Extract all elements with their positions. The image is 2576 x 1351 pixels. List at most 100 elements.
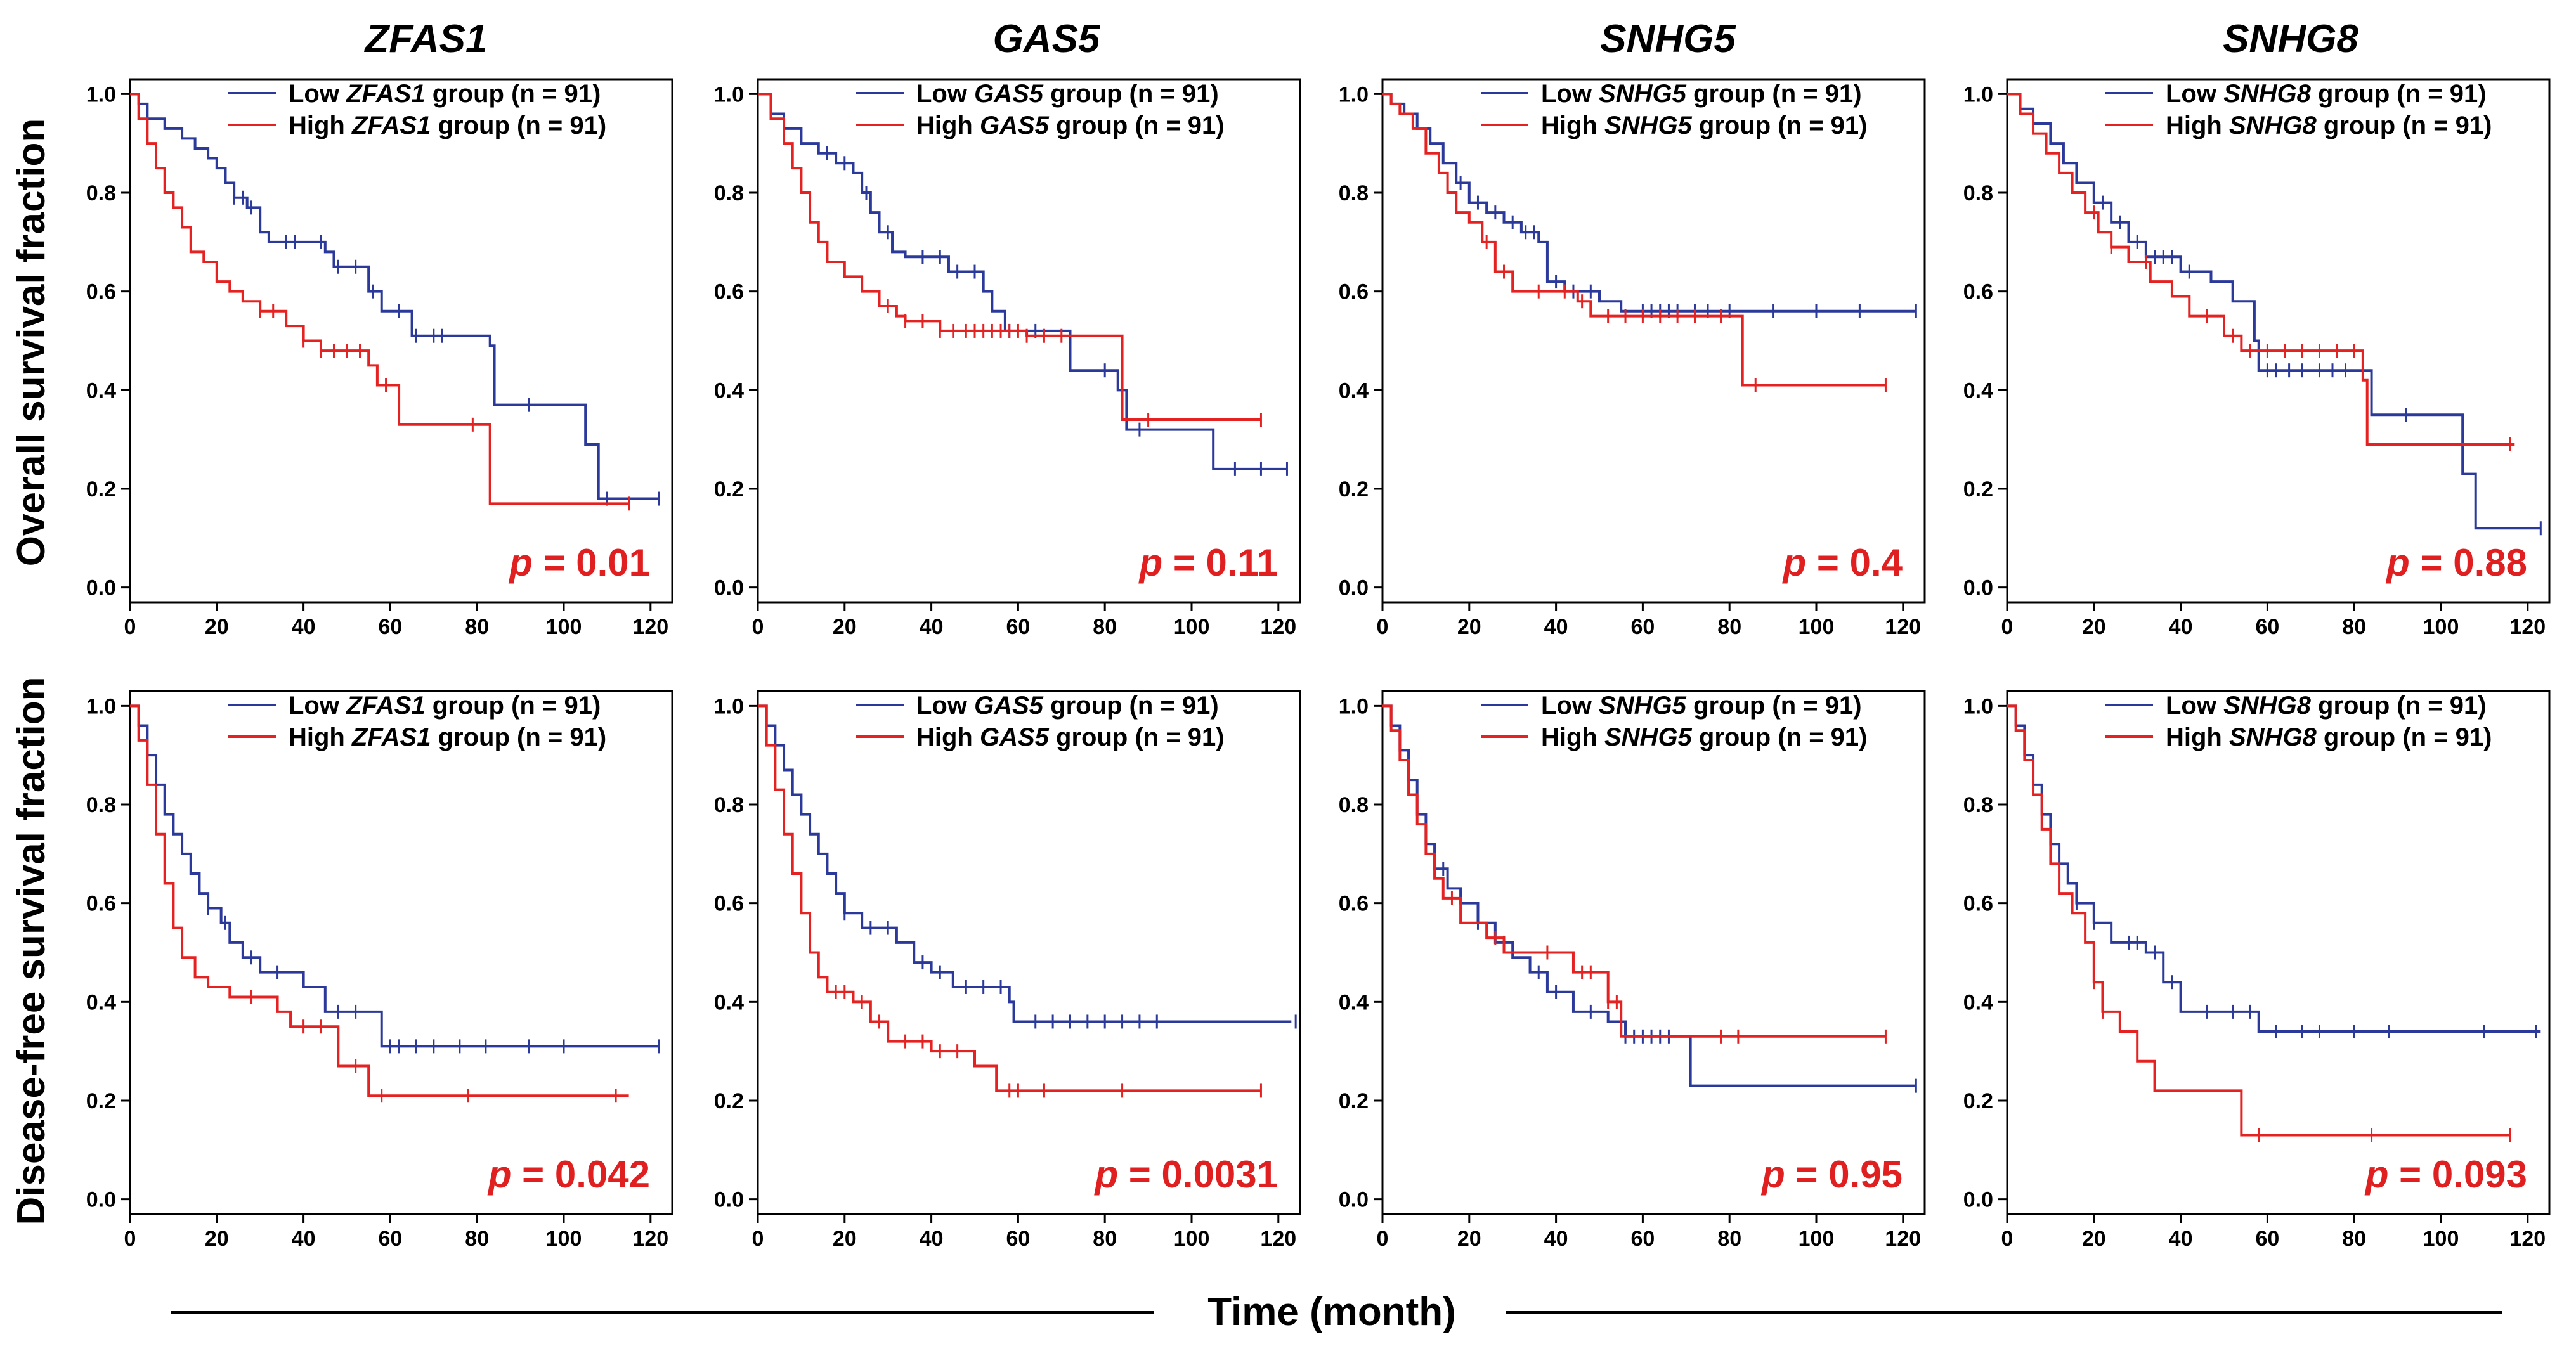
x-tick-label: 100 [546,1227,582,1251]
panel-snhg8-disease-free: 0.0 0.2 0.4 0.6 0.8 1.0 0 20 40 60 80 100 120 Low SNH… [1963,690,2551,1251]
y-tick-label: 0.2 [1339,477,1369,501]
legend-gene-name: ZFAS1 [346,80,425,108]
panel-snhg5-disease-free: 0.0 0.2 0.4 0.6 0.8 1.0 0 20 40 60 80 100 120 Low SNH… [1339,690,1926,1251]
panel-gas5-disease-free: 0.0 0.2 0.4 0.6 0.8 1.0 0 20 40 60 80 100 120 Low GAS… [714,690,1301,1251]
legend-gene-name: ZFAS1 [346,692,425,720]
x-tick-label: 20 [205,1227,229,1251]
p-value-label: p = 0.11 [1138,541,1278,584]
legend-text-low: Low SNHG8 group (n = 91) [2166,80,2487,108]
y-tick-label: 0.6 [714,280,744,304]
x-tick-label: 40 [920,1227,944,1251]
x-tick-label: 20 [2082,1227,2106,1251]
x-axis-title: Time (month) [1207,1290,1456,1334]
km-curve-high [2007,704,2511,1137]
km-curve-low [130,704,660,1048]
x-tick-label: 0 [124,615,136,639]
x-tick-label: 80 [1717,1227,1741,1251]
gene-title-zfas1: ZFAS1 [364,17,488,61]
y-tick-label: 0.6 [86,280,116,304]
gene-title-snhg5: SNHG5 [1600,17,1736,61]
km-curve-low [2007,704,2541,1033]
legend-text-high: High GAS5 group (n = 91) [916,112,1225,139]
x-tick-label: 0 [1377,615,1389,639]
x-tick-label: 60 [2255,615,2279,639]
gene-title-gas5: GAS5 [993,17,1101,61]
y-tick-label: 0.0 [1963,1188,1993,1212]
x-tick-label: 80 [2342,1227,2366,1251]
plot-frame [2006,690,2551,1215]
legend-text-high: High GAS5 group (n = 91) [916,723,1225,751]
plot-frame [129,78,673,604]
legend-group-count: group (n = 91) [1692,723,1868,751]
y-tick-label: 1.0 [1963,82,1993,107]
km-curve-low [1382,704,1916,1087]
y-tick-label: 0.8 [1963,181,1993,205]
y-tick-label: 0.4 [1963,990,1993,1014]
legend-group-word: High [2166,723,2229,751]
y-tick-label: 0.2 [1963,477,1993,501]
x-tick-label: 80 [1717,615,1741,639]
y-tick-label: 0.0 [1339,1188,1369,1212]
p-value-number: = 0.4 [1817,541,1903,584]
y-tick-label: 1.0 [714,82,744,107]
x-tick-label: 20 [833,1227,857,1251]
x-axis-title-group: Time (month) [171,1290,2502,1334]
x-tick-label: 60 [1006,1227,1030,1251]
y-tick-label: 0.8 [714,181,744,205]
y-tick-label: 0.8 [1339,793,1369,817]
legend-text-high: High SNHG5 group (n = 91) [1541,112,1867,139]
legend-text-low: Low ZFAS1 group (n = 91) [289,692,601,720]
legend-group-count: group (n = 91) [426,80,601,108]
legend-group-word: Low [1541,692,1599,720]
x-tick-label: 120 [1885,1227,1921,1251]
legend-text-high: High SNHG8 group (n = 91) [2166,723,2492,751]
legend-group-count: group (n = 91) [426,692,601,720]
km-curve-low [2007,93,2541,530]
y-tick-label: 0.2 [714,477,744,501]
p-symbol: p [1782,541,1817,584]
legend-gene-name: GAS5 [974,80,1044,108]
p-symbol: p [1138,541,1173,584]
legend-text-high: High ZFAS1 group (n = 91) [289,723,606,751]
legend-gene-name: SNHG8 [2229,723,2317,751]
p-symbol: p [508,541,543,584]
p-value-label: p = 0.093 [2364,1153,2527,1196]
panel-zfas1-disease-free: 0.0 0.2 0.4 0.6 0.8 1.0 0 20 40 60 80 100 120 Low ZFA… [86,690,673,1251]
x-tick-label: 100 [1799,1227,1835,1251]
plot-frame [1381,78,1926,604]
panel-snhg8-overall: 0.0 0.2 0.4 0.6 0.8 1.0 0 20 40 60 80 100 120 Low SNH… [1963,78,2551,639]
p-value-number: = 0.95 [1796,1153,1903,1196]
km-curve-low [758,704,1292,1023]
p-value-label: p = 0.4 [1782,541,1903,584]
km-curve-high [130,93,629,505]
x-tick-label: 120 [632,615,668,639]
y-tick-label: 0.4 [1339,378,1369,403]
legend-group-word: High [2166,112,2229,139]
y-tick-label: 1.0 [86,694,116,718]
p-value-label: p = 0.95 [1760,1153,1903,1196]
y-tick-label: 0.4 [1339,990,1369,1014]
legend-group-word: Low [1541,80,1599,108]
legend-text-high: High ZFAS1 group (n = 91) [289,112,606,139]
x-tick-label: 0 [752,1227,764,1251]
y-tick-label: 1.0 [1963,694,1993,718]
legend-group-word: Low [2166,692,2223,720]
km-curve-high [130,704,629,1097]
legend-text-low: Low SNHG8 group (n = 91) [2166,692,2487,720]
p-symbol: p [2364,1153,2399,1196]
x-tick-label: 20 [1457,615,1481,639]
p-value-number: = 0.01 [543,541,651,584]
legend-gene-name: GAS5 [974,692,1044,720]
y-tick-label: 1.0 [714,694,744,718]
x-tick-label: 80 [465,615,489,639]
gene-title-row: ZFAS1 GAS5 SNHG5 SNHG8 [364,17,2359,61]
x-tick-label: 100 [1174,615,1210,639]
p-value-label: p = 0.88 [2385,541,2527,584]
legend-gene-name: SNHG8 [2223,692,2312,720]
p-value-number: = 0.093 [2399,1153,2527,1196]
legend-group-count: group (n = 91) [1686,692,1862,720]
legend-gene-name: SNHG5 [1604,112,1693,139]
legend-gene-name: GAS5 [980,723,1050,751]
y-tick-label: 0.8 [714,793,744,817]
p-value-label: p = 0.042 [487,1153,650,1196]
